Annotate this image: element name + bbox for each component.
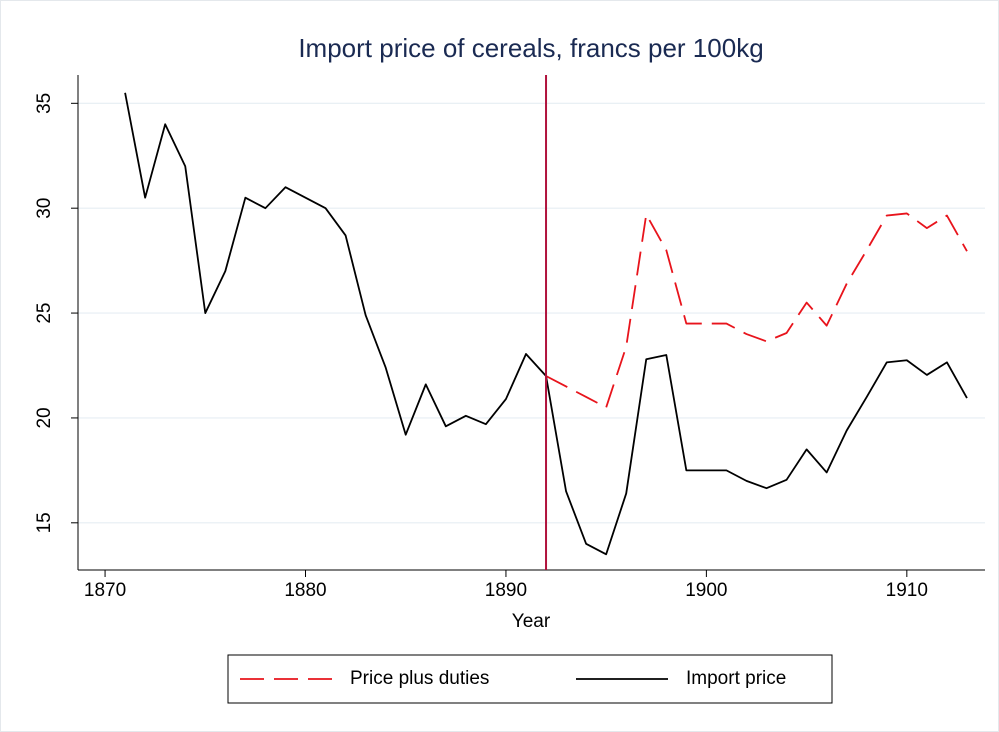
y-tick-label: 20 xyxy=(34,407,55,428)
y-tick-label: 25 xyxy=(34,302,55,323)
x-tick-label: 1900 xyxy=(685,580,727,601)
y-tick-label: 30 xyxy=(34,198,55,219)
x-tick-label: 1890 xyxy=(485,580,527,601)
y-tick-label: 35 xyxy=(34,93,55,114)
legend-label: Price plus duties xyxy=(350,668,489,689)
y-tick-label: 15 xyxy=(34,512,55,533)
series-line xyxy=(545,212,968,409)
legend-label: Import price xyxy=(686,668,786,689)
x-tick-label: 1880 xyxy=(284,580,326,601)
x-tick-label: 1870 xyxy=(84,580,126,601)
x-axis-label: Year xyxy=(512,611,551,632)
chart-title: Import price of cereals, francs per 100k… xyxy=(298,33,763,63)
x-tick-label: 1910 xyxy=(886,580,928,601)
